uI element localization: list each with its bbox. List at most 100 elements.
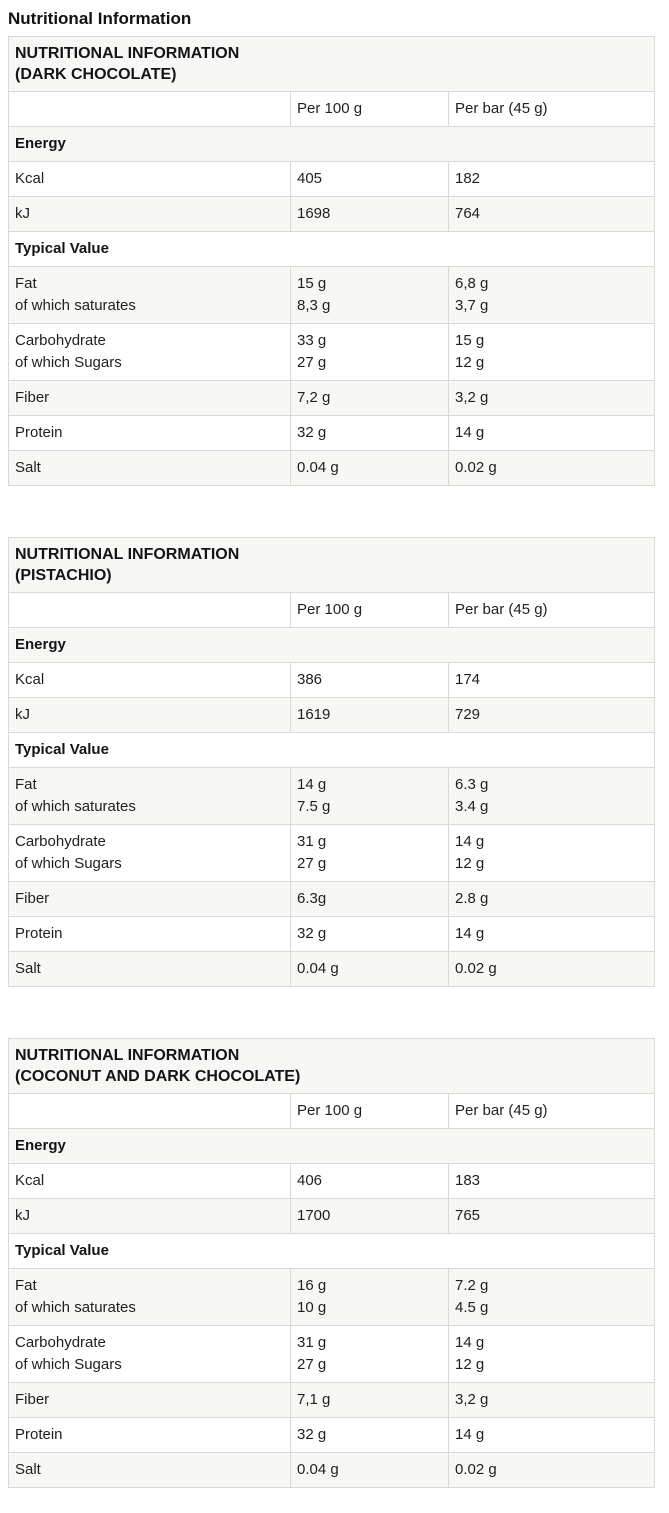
nutrient-row-kcal: Kcal 386 174 [8, 662, 656, 698]
value-per-bar: 7.2 g 4.5 g [447, 1268, 656, 1326]
value-per-100g: 33 g 27 g [290, 323, 449, 381]
section-header: Energy [7, 627, 656, 663]
section-header: Typical Value [7, 231, 656, 267]
text-line: Kcal [15, 671, 45, 688]
text-line: 27 g [297, 1356, 327, 1373]
section-header: Typical Value [7, 1233, 656, 1269]
nutrition-tables-container: NUTRITIONAL INFORMATION (DARK CHOCOLATE) P… [7, 36, 656, 1488]
table-title-line-2: (PISTACHIO) [15, 567, 112, 584]
nutrient-label: Salt [8, 1452, 291, 1488]
text-line: Fat [15, 776, 37, 793]
text-line: 27 g [297, 855, 327, 872]
value-per-100g: 1619 [290, 697, 449, 733]
value-per-100g: 406 [290, 1163, 449, 1199]
text-line: 15 g [297, 275, 327, 292]
text-line: Carbohydrate [15, 833, 106, 850]
text-line: 183 [455, 1172, 481, 1189]
text-line: Protein [15, 925, 63, 942]
section-header-row-typical-value: Typical Value [7, 1233, 656, 1269]
text-line: 0.02 g [455, 1461, 497, 1478]
nutrient-label: Fiber [8, 380, 291, 416]
table-body: NUTRITIONAL INFORMATION (COCONUT AND DARK… [7, 1038, 656, 1488]
nutrient-row-kcal: Kcal 406 183 [8, 1163, 656, 1199]
nutrient-label: Protein [8, 1417, 291, 1453]
value-per-bar: 14 g [447, 415, 656, 451]
nutrient-label: Fat of which saturates [8, 767, 291, 825]
value-per-bar: 765 [447, 1198, 656, 1234]
text-line: 764 [455, 205, 481, 222]
value-per-100g: 405 [290, 161, 449, 197]
text-line: 6.3g [297, 890, 327, 907]
page-title: Nutritional Information [8, 9, 192, 28]
nutrient-row-fiber: Fiber 7,2 g 3,2 g [8, 380, 656, 416]
text-line: 1619 [297, 706, 331, 723]
section-header-row-energy: Energy [7, 126, 656, 162]
text-line: 31 g [297, 833, 327, 850]
value-per-100g: 1700 [290, 1198, 449, 1234]
text-line: 14 g [455, 1334, 485, 1351]
value-per-bar: 182 [447, 161, 656, 197]
nutrition-table-pistachio: NUTRITIONAL INFORMATION (PISTACHIO) Per 10… [7, 537, 656, 987]
text-line: 12 g [455, 354, 485, 371]
text-line: of which Sugars [15, 354, 122, 371]
table-title-row: NUTRITIONAL INFORMATION (DARK CHOCOLATE) [7, 36, 656, 92]
text-line: of which saturates [15, 297, 136, 314]
text-line: 10 g [297, 1299, 327, 1316]
nutrient-label: Carbohydrate of which Sugars [8, 824, 291, 882]
text-line: 14 g [455, 833, 485, 850]
nutrient-row-kj: kJ 1700 765 [8, 1198, 656, 1234]
text-line: Fiber [15, 1391, 50, 1408]
value-per-100g: 31 g 27 g [290, 1325, 449, 1383]
value-per-bar: 14 g 12 g [447, 1325, 656, 1383]
text-line: of which saturates [15, 798, 136, 815]
text-line: 3,2 g [455, 1391, 489, 1408]
col-header-per-100g: Per 100 g [290, 91, 449, 127]
nutrient-row-fiber: Fiber 6.3g 2.8 g [8, 881, 656, 917]
text-line: 4.5 g [455, 1299, 489, 1316]
text-line: 32 g [297, 424, 327, 441]
text-line: 1698 [297, 205, 331, 222]
text-line: Kcal [15, 170, 45, 187]
table-title-line-1: NUTRITIONAL INFORMATION [15, 45, 240, 62]
table-body: NUTRITIONAL INFORMATION (PISTACHIO) Per 10… [7, 537, 656, 987]
text-line: 0.02 g [455, 960, 497, 977]
nutrient-label: Fiber [8, 1382, 291, 1418]
text-line: 16 g [297, 1277, 327, 1294]
value-per-bar: 14 g 12 g [447, 824, 656, 882]
value-per-100g: 386 [290, 662, 449, 698]
nutrient-label: Carbohydrate of which Sugars [8, 323, 291, 381]
text-line: Protein [15, 1426, 63, 1443]
nutrient-row-protein: Protein 32 g 14 g [8, 1417, 656, 1453]
nutrient-row-protein: Protein 32 g 14 g [8, 916, 656, 952]
text-line: of which saturates [15, 1299, 136, 1316]
value-per-100g: 0.04 g [290, 951, 449, 987]
text-line: 6,8 g [455, 275, 489, 292]
table-title-line-1: NUTRITIONAL INFORMATION [15, 546, 240, 563]
text-line: Salt [15, 960, 41, 977]
value-per-bar: 183 [447, 1163, 656, 1199]
column-header-row: Per 100 g Per bar (45 g) [8, 91, 656, 127]
text-line: 3,2 g [455, 389, 489, 406]
value-per-100g: 0.04 g [290, 1452, 449, 1488]
nutrient-label: Fiber [8, 881, 291, 917]
value-per-bar: 14 g [447, 916, 656, 952]
nutrient-row-salt: Salt 0.04 g 0.02 g [8, 450, 656, 486]
corner-cell-empty [8, 592, 291, 628]
nutrient-label: Protein [8, 916, 291, 952]
table-title-row: NUTRITIONAL INFORMATION (COCONUT AND DARK… [7, 1038, 656, 1094]
nutrient-label: kJ [8, 196, 291, 232]
value-per-bar: 14 g [447, 1417, 656, 1453]
text-line: 8,3 g [297, 297, 331, 314]
text-line: kJ [15, 1207, 30, 1224]
text-line: 31 g [297, 1334, 327, 1351]
column-header-row: Per 100 g Per bar (45 g) [8, 1093, 656, 1129]
text-line: Carbohydrate [15, 1334, 106, 1351]
text-line: 14 g [297, 776, 327, 793]
text-line: kJ [15, 706, 30, 723]
value-per-bar: 0.02 g [447, 1452, 656, 1488]
value-per-bar: 6,8 g 3,7 g [447, 266, 656, 324]
value-per-100g: 31 g 27 g [290, 824, 449, 882]
text-line: 406 [297, 1172, 323, 1189]
text-line: 729 [455, 706, 481, 723]
